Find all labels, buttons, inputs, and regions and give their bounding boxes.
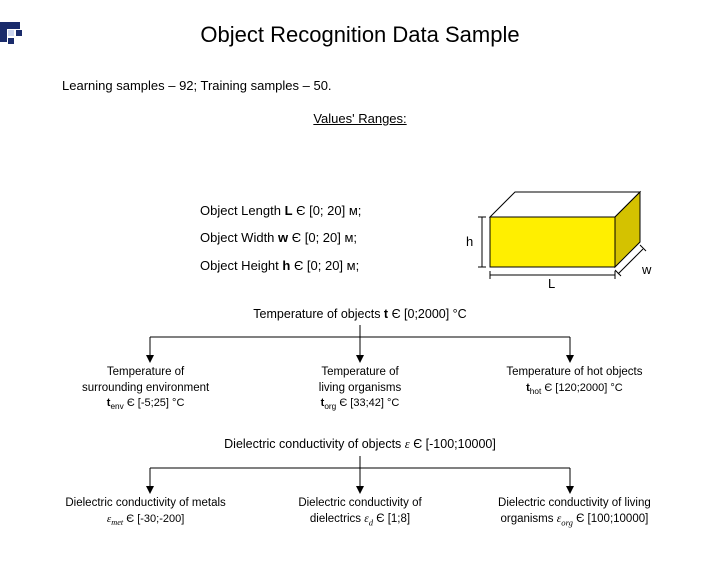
temp-leaf-org: Temperature of living organisms torg Є […: [254, 365, 465, 412]
page-title: Object Recognition Data Sample: [0, 22, 720, 48]
temp-tree-root: Temperature of objects t Є [0;2000] °C: [40, 307, 680, 321]
dimensions-list: Object Length L Є [0; 20] м; Object Widt…: [200, 197, 361, 279]
svg-text:h: h: [466, 234, 473, 249]
diel-tree-branches-icon: [60, 454, 660, 494]
svg-text:L: L: [548, 276, 555, 291]
dim-height: Object Height h Є [0; 20] м;: [200, 252, 361, 279]
dim-width: Object Width w Є [0; 20] м;: [200, 224, 361, 251]
diel-leaf-met: Dielectric conductivity of metals εmet Є…: [40, 496, 251, 528]
svg-text:w: w: [641, 262, 652, 277]
diel-tree-root: Dielectric conductivity of objects ε Є […: [40, 437, 680, 452]
samples-count-text: Learning samples – 92; Training samples …: [62, 78, 720, 93]
dielectric-tree: Dielectric conductivity of objects ε Є […: [40, 437, 680, 528]
diel-leaf-org: Dielectric conductivity of living organi…: [469, 496, 680, 528]
temperature-tree: Temperature of objects t Є [0;2000] °C T…: [40, 307, 680, 412]
temp-tree-branches-icon: [60, 323, 660, 363]
diel-leaf-d: Dielectric conductivity of dielectrics ε…: [254, 496, 465, 528]
cuboid-diagram: h L w: [460, 182, 670, 297]
corner-decoration-icon: [0, 22, 36, 58]
temp-leaf-env: Temperature of surrounding environment t…: [40, 365, 251, 412]
dim-length: Object Length L Є [0; 20] м;: [200, 197, 361, 224]
temp-leaf-hot: Temperature of hot objects thot Є [120;2…: [469, 365, 680, 412]
values-ranges-label: Values' Ranges:: [0, 111, 720, 126]
